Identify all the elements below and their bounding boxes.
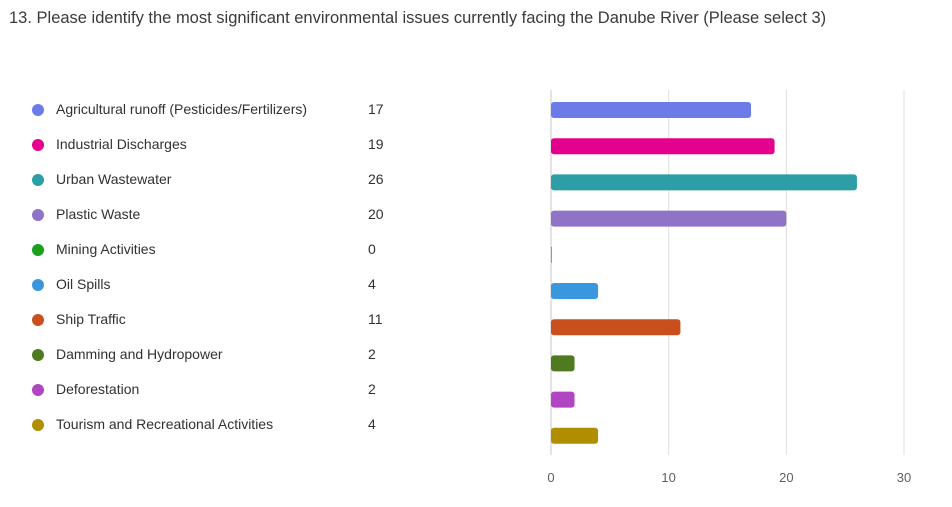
x-tick-label: 20 <box>779 470 793 485</box>
legend-item: Mining Activities 0 <box>32 240 392 260</box>
legend-item: Ship Traffic 11 <box>32 310 392 330</box>
bar[interactable] <box>551 210 787 227</box>
legend-label: Urban Wastewater <box>56 171 172 187</box>
legend-dot-icon <box>32 174 44 186</box>
bar[interactable] <box>551 283 599 299</box>
legend-dot-icon <box>32 244 44 256</box>
legend-count: 2 <box>368 346 376 362</box>
legend-label: Tourism and Recreational Activities <box>56 416 274 432</box>
legend-label: Mining Activities <box>56 241 156 257</box>
legend-label: Deforestation <box>56 381 140 397</box>
legend-item: Tourism and Recreational Activities 4 <box>32 415 392 435</box>
question-title: 13. Please identify the most significant… <box>9 9 827 27</box>
legend-item: Oil Spills 4 <box>32 275 392 295</box>
legend-dot-icon <box>32 349 44 361</box>
legend-item: Plastic Waste 20 <box>32 205 392 225</box>
legend-count: 20 <box>368 206 384 222</box>
legend-label: Ship Traffic <box>56 311 126 327</box>
bar[interactable] <box>551 102 752 118</box>
legend-count: 0 <box>368 241 376 257</box>
legend-count: 17 <box>368 101 384 117</box>
legend-count: 11 <box>368 311 383 327</box>
x-tick-label: 30 <box>897 470 911 485</box>
bar[interactable] <box>551 355 575 372</box>
legend-count: 4 <box>368 276 376 292</box>
legend-label: Damming and Hydropower <box>56 346 223 362</box>
bar[interactable] <box>551 138 775 155</box>
x-tick-label: 10 <box>661 470 675 485</box>
legend-label: Agricultural runoff (Pesticides/Fertiliz… <box>56 101 308 117</box>
legend-label: Oil Spills <box>56 276 111 292</box>
legend-count: 4 <box>368 416 376 432</box>
chart-legend: Agricultural runoff (Pesticides/Fertiliz… <box>0 0 400 507</box>
legend-label: Plastic Waste <box>56 206 141 222</box>
legend-dot-icon <box>32 419 44 431</box>
legend-dot-icon <box>32 139 44 151</box>
legend-item: Agricultural runoff (Pesticides/Fertiliz… <box>32 100 392 120</box>
x-tick-label: 0 <box>547 470 554 485</box>
bar[interactable] <box>551 174 857 191</box>
legend-dot-icon <box>32 209 44 221</box>
legend-count: 2 <box>368 381 376 397</box>
bar[interactable] <box>551 391 575 408</box>
bar[interactable] <box>551 427 599 444</box>
legend-dot-icon <box>32 314 44 326</box>
legend-item: Urban Wastewater 26 <box>32 170 392 190</box>
legend-dot-icon <box>32 384 44 396</box>
legend-label: Industrial Discharges <box>56 136 187 152</box>
legend-item: Deforestation 2 <box>32 380 392 400</box>
legend-item: Damming and Hydropower 2 <box>32 345 392 365</box>
bar[interactable] <box>551 246 552 263</box>
legend-item: Industrial Discharges 19 <box>32 135 392 155</box>
legend-count: 19 <box>368 136 384 152</box>
legend-dot-icon <box>32 279 44 291</box>
legend-dot-icon <box>32 104 44 116</box>
bar[interactable] <box>551 319 681 336</box>
legend-count: 26 <box>368 171 384 187</box>
